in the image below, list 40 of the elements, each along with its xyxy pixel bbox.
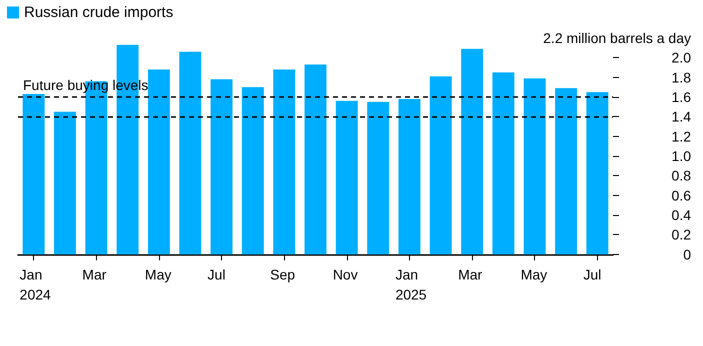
bar [555,88,577,254]
bar [524,78,546,254]
y-tick-label: 1.4 [672,108,692,125]
bar [367,102,390,254]
bar [492,72,514,254]
y-tick-label: 0 [683,246,692,262]
x-tick-label: Nov [332,266,358,282]
x-tick-label: Jul [208,266,226,282]
x-tick-label: May [520,266,548,282]
bar [242,87,264,254]
bar [398,98,420,254]
x-tick-label: Sep [270,266,296,282]
bar [461,48,484,254]
legend-label: Russian crude imports [24,4,174,21]
bar [273,69,296,254]
bar [430,76,452,254]
y-tick-label: 0.4 [672,207,692,223]
y-tick-label: 1.0 [672,148,692,164]
bar [586,92,608,254]
bar [336,100,358,254]
x-tick-label: Mar [458,266,483,282]
bar [304,64,326,254]
bar [179,52,202,254]
y-tick-label: 2.2 million barrels a day [543,30,691,46]
bar [148,69,170,254]
y-tick-label: 1.6 [672,89,692,105]
bar [54,112,76,254]
x-tick-label: May [144,266,172,282]
y-tick-label: 0.6 [672,187,692,204]
bar [210,79,233,254]
x-tick-label: Jan 2025 [395,266,427,302]
x-tick-label: Jul [583,266,602,282]
x-tick-label: Jan 2024 [20,266,52,302]
y-tick-label: 1.2 [672,128,692,144]
y-tick-label: 0.2 [672,226,692,243]
y-tick-label: 1.8 [672,69,692,86]
bar [22,94,45,254]
x-tick-label: Mar [82,266,107,282]
y-tick-label: 2.0 [672,50,692,66]
y-tick-label: 0.8 [672,168,692,184]
